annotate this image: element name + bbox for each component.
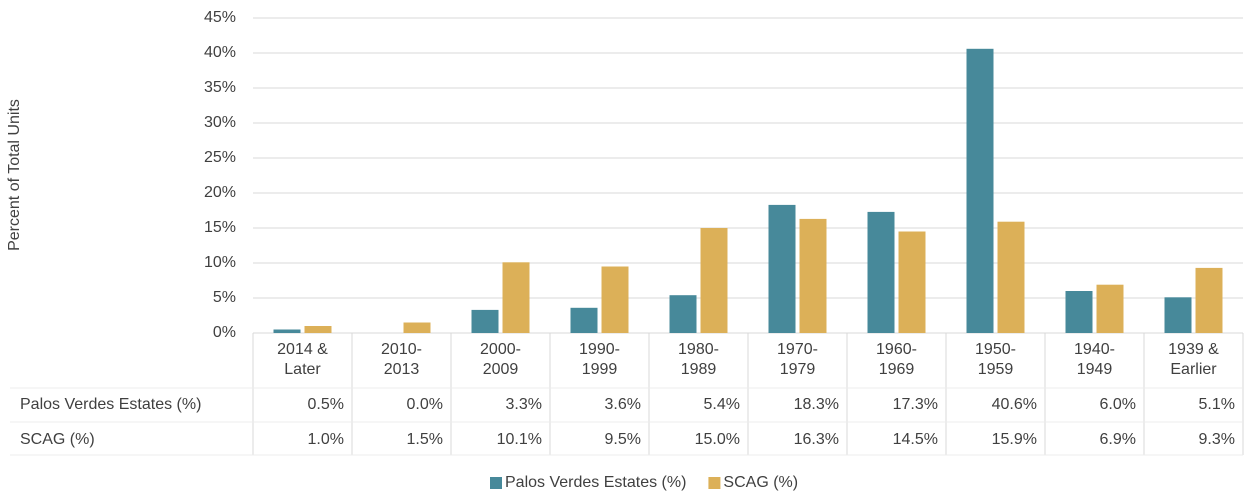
table-cell: 5.4% [704, 396, 740, 413]
table-cell: 18.3% [794, 396, 839, 413]
y-tick-label: 30% [204, 114, 236, 131]
legend-label: Palos Verdes Estates (%) [505, 474, 686, 491]
table-row-header: SCAG (%) [20, 431, 95, 448]
table-cell: 16.3% [794, 431, 839, 448]
x-tick-label: 2000-2009 [480, 341, 521, 378]
y-tick-label: 40% [204, 44, 236, 61]
table-cell: 6.0% [1100, 396, 1136, 413]
x-tick-label: 1970-1979 [777, 341, 818, 378]
x-tick-label: 2010-2013 [381, 341, 422, 378]
y-axis-label: Percent of Total Units [6, 99, 23, 251]
legend-swatch [490, 477, 502, 489]
table-cell: 6.9% [1100, 431, 1136, 448]
bar [669, 295, 697, 333]
bar [403, 322, 431, 333]
bar [471, 309, 499, 333]
table-cell: 9.3% [1199, 431, 1235, 448]
y-tick-label: 5% [213, 289, 236, 306]
x-tick-label: 1940-1949 [1074, 341, 1115, 378]
bar [304, 326, 332, 333]
table-cell: 1.0% [308, 431, 344, 448]
bar [867, 211, 895, 333]
x-tick-label: 1950-1959 [975, 341, 1016, 378]
bar [799, 218, 827, 333]
bar [1096, 284, 1124, 333]
bar [768, 204, 796, 333]
y-tick-label: 25% [204, 149, 236, 166]
y-tick-label: 0% [213, 324, 236, 341]
y-tick-label: 35% [204, 79, 236, 96]
bar [997, 221, 1025, 333]
table-cell: 0.0% [407, 396, 443, 413]
legend-swatch [708, 477, 721, 489]
bar [601, 266, 629, 333]
table-cell: 1.5% [407, 431, 443, 448]
bar [1065, 291, 1093, 333]
table-cell: 0.5% [308, 396, 344, 413]
table-cell: 15.9% [992, 431, 1037, 448]
table-cell: 10.1% [497, 431, 542, 448]
bar [502, 262, 530, 333]
bar [700, 228, 728, 333]
bar [570, 307, 598, 333]
legend-label: SCAG (%) [723, 474, 798, 491]
bar [1195, 267, 1223, 333]
y-tick-label: 20% [204, 184, 236, 201]
x-tick-label: 1939 & Earlier [1168, 341, 1219, 378]
x-tick-label: 1980-1989 [678, 341, 719, 378]
table-cell: 5.1% [1199, 396, 1235, 413]
table-cell: 17.3% [893, 396, 938, 413]
table-row-header: Palos Verdes Estates (%) [20, 396, 201, 413]
table-cell: 3.6% [605, 396, 641, 413]
y-tick-label: 15% [204, 219, 236, 236]
bar [273, 329, 301, 333]
x-tick-label: 2014 & Later [277, 341, 328, 378]
table-cell: 3.3% [506, 396, 542, 413]
bar [966, 48, 994, 334]
x-tick-label: 1990-1999 [579, 341, 620, 378]
bar [1164, 297, 1192, 333]
x-tick-label: 1960-1969 [876, 341, 917, 378]
table-cell: 40.6% [992, 396, 1037, 413]
bar [898, 231, 926, 333]
y-tick-label: 45% [204, 9, 236, 26]
table-cell: 14.5% [893, 431, 938, 448]
y-tick-label: 10% [204, 254, 236, 271]
table-cell: 15.0% [695, 431, 740, 448]
table-cell: 9.5% [605, 431, 641, 448]
